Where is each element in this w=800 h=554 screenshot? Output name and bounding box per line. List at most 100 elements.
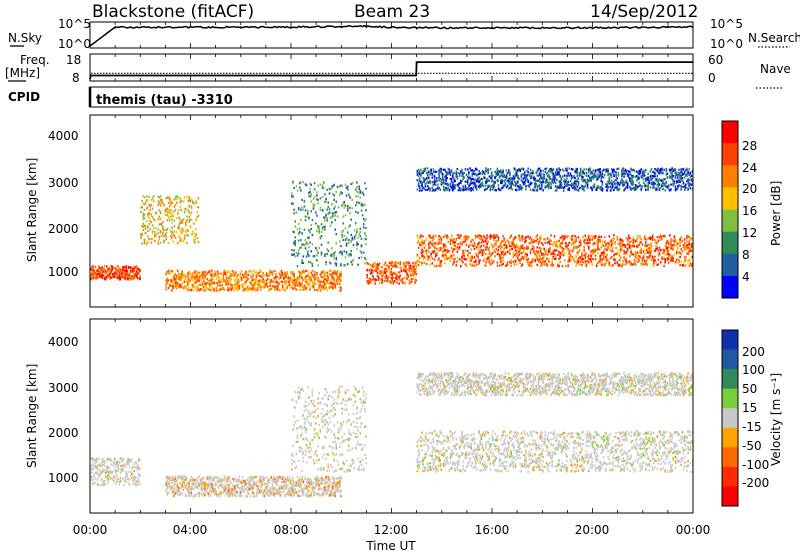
heatmap-cell [174, 196, 177, 199]
heatmap-cell [422, 243, 424, 246]
heatmap-cell [158, 202, 161, 205]
heatmap-cell [606, 253, 608, 257]
heatmap-cell [293, 278, 295, 281]
heatmap-cell [378, 278, 381, 281]
heatmap-cell [311, 285, 314, 288]
heatmap-cell [551, 179, 553, 182]
heatmap-cell [410, 270, 413, 273]
heatmap-cell [324, 216, 326, 219]
heatmap-cell [516, 171, 518, 174]
heatmap-cell [545, 172, 548, 175]
heatmap-cell [472, 239, 475, 242]
heatmap-cell [581, 178, 583, 181]
heatmap-cell [324, 193, 326, 196]
heatmap-cell [633, 258, 636, 261]
heatmap-cell [576, 175, 579, 178]
heatmap-cell [447, 256, 450, 259]
heatmap-cell [442, 249, 445, 252]
heatmap-cell [269, 269, 271, 272]
heatmap-cell [437, 259, 439, 262]
heatmap-cell [439, 167, 442, 170]
heatmap-cell [398, 271, 400, 274]
heatmap-cell [625, 252, 628, 255]
heatmap-cell [414, 278, 416, 281]
heatmap-cell [474, 183, 477, 186]
heatmap-cell [300, 275, 302, 278]
heatmap-cell [538, 246, 541, 249]
heatmap-cell [426, 171, 429, 174]
heatmap-cell [512, 244, 515, 247]
heatmap-cell [231, 286, 234, 289]
heatmap-cell [506, 179, 509, 182]
heatmap-cell [576, 168, 579, 171]
heatmap-cell [495, 244, 497, 247]
heatmap-cell [626, 247, 629, 251]
heatmap-cell [496, 180, 499, 183]
heatmap-cell [560, 183, 563, 186]
heatmap-cell [173, 205, 176, 208]
heatmap-cell [389, 280, 391, 283]
heatmap-cell [214, 271, 217, 274]
heatmap-cell [390, 281, 392, 284]
heatmap-cell [527, 167, 529, 170]
heatmap-cell [514, 182, 517, 185]
heatmap-cell [514, 188, 517, 191]
heatmap-cell [357, 236, 359, 239]
heatmap-cell [540, 187, 542, 190]
heatmap-cell [333, 194, 335, 197]
heatmap-cell [487, 256, 489, 259]
heatmap-cell [529, 236, 532, 239]
heatmap-cell [409, 267, 412, 270]
heatmap-cell [377, 278, 380, 281]
heatmap-cell [180, 238, 183, 241]
heatmap-cell [179, 283, 181, 286]
heatmap-cell [671, 244, 673, 247]
heatmap-cell [195, 201, 197, 204]
heatmap-cell [510, 248, 512, 251]
heatmap-cell [541, 242, 543, 245]
heatmap-cell [391, 275, 394, 278]
heatmap-cell [294, 284, 296, 287]
heatmap-cell [125, 271, 127, 274]
heatmap-cell [182, 200, 185, 203]
heatmap-cell [485, 187, 487, 191]
heatmap-cell [509, 261, 511, 264]
heatmap-cell [603, 236, 606, 239]
heatmap-cell [175, 284, 178, 288]
heatmap-cell [394, 272, 397, 275]
heatmap-cell [148, 222, 150, 225]
heatmap-cell [101, 269, 103, 272]
heatmap-cell [600, 251, 603, 255]
heatmap-cell [324, 273, 326, 276]
heatmap-cell [598, 248, 600, 251]
heatmap-cell [177, 227, 179, 230]
heatmap-cell [526, 253, 528, 256]
heatmap-cell [575, 170, 577, 173]
heatmap-cell [470, 257, 472, 260]
heatmap-cell [301, 285, 303, 288]
heatmap-cell [285, 273, 287, 276]
heatmap-cell [203, 285, 205, 288]
heatmap-cell [461, 180, 463, 183]
heatmap-cell [473, 242, 476, 245]
heatmap-cell [255, 288, 258, 291]
heatmap-cell [626, 187, 629, 190]
heatmap-cell [211, 288, 213, 291]
heatmap-cell [227, 279, 229, 282]
heatmap-cell [653, 260, 655, 263]
heatmap-cell [517, 180, 519, 183]
heatmap-cell [307, 253, 309, 256]
heatmap-cell [614, 241, 616, 244]
heatmap-cell [166, 219, 169, 222]
heatmap-cell [165, 282, 167, 285]
heatmap-cell [152, 227, 155, 230]
heatmap-cell [690, 243, 693, 246]
heatmap-cell [664, 261, 666, 264]
heatmap-cell [614, 186, 616, 189]
heatmap-cell [623, 252, 625, 255]
heatmap-cell [185, 224, 187, 227]
heatmap-cell [490, 174, 493, 177]
heatmap-cell [299, 271, 301, 274]
heatmap-cell [353, 229, 356, 232]
heatmap-cell [657, 263, 660, 266]
